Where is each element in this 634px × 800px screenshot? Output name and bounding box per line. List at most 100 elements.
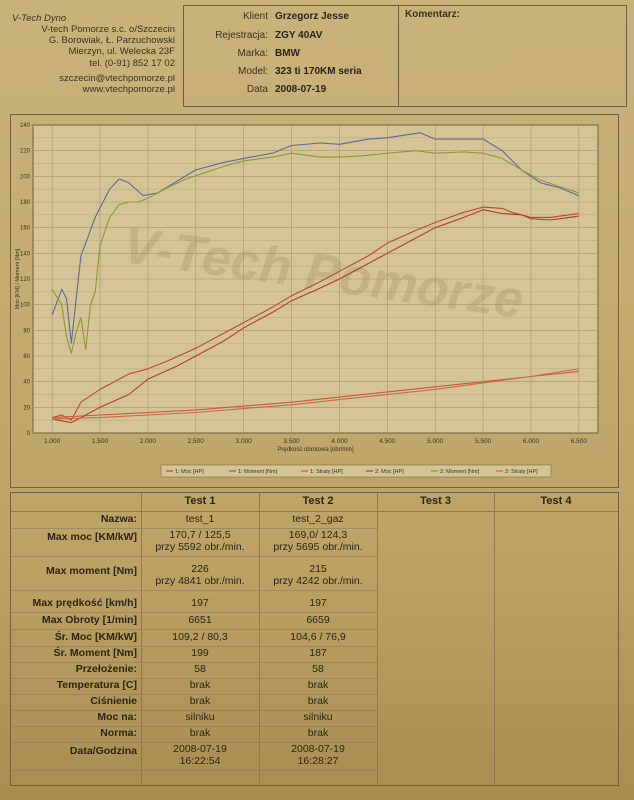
column-header-test-2: Test 2 bbox=[302, 495, 334, 507]
row-label: Ciśnienie bbox=[90, 695, 137, 707]
info-value: 323 ti 170KM seria bbox=[275, 66, 362, 77]
test2-value: brak bbox=[307, 679, 329, 691]
info-label: Marka: bbox=[237, 48, 268, 59]
vehicle-info-box: Klient Grzegorz Jesse Rejestracja: ZGY 4… bbox=[183, 5, 399, 107]
test1-value: 199 bbox=[191, 647, 209, 659]
x-axis-label: Prędkość obrotowa [obr/min] bbox=[277, 447, 354, 453]
test2-value: silniku bbox=[303, 711, 333, 723]
info-row-model: Model: 323 ti 170KM seria bbox=[184, 66, 398, 82]
test1-value: test_1 bbox=[185, 513, 215, 525]
y-tick-label: 20 bbox=[23, 405, 30, 411]
test2-value: 169,0/ 124,3 bbox=[288, 529, 348, 541]
row-divider bbox=[11, 629, 377, 630]
row-divider bbox=[11, 710, 377, 711]
company-line: Mierzyn, ul. Welecka 23F bbox=[68, 46, 175, 58]
info-value: Grzegorz Jesse bbox=[275, 11, 349, 22]
column-divider bbox=[494, 493, 495, 785]
x-tick-label: 1.000 bbox=[44, 438, 61, 445]
column-divider bbox=[259, 493, 260, 785]
legend-box bbox=[160, 464, 552, 478]
info-row-date: Data 2008-07-19 bbox=[184, 84, 398, 100]
y-tick-label: 120 bbox=[20, 277, 31, 283]
test2-value: 215 bbox=[309, 563, 327, 575]
x-tick-label: 4.000 bbox=[331, 438, 348, 445]
legend-entry: 2: Moment [Nm] bbox=[440, 469, 480, 475]
company-header: V-Tech Dyno V-tech Pomorze s.c. o/Szczec… bbox=[10, 13, 175, 95]
legend-entry: 1: Moc [HP] bbox=[175, 469, 204, 475]
x-tick-label: 2.000 bbox=[140, 438, 157, 445]
row-label: Max moc [KM/kW] bbox=[47, 531, 137, 543]
test2-value: 104,6 / 76,9 bbox=[290, 631, 346, 643]
info-value: BMW bbox=[275, 48, 300, 59]
company-line: G. Borowiak, Ł. Parzuchowski bbox=[48, 35, 175, 47]
y-tick-label: 0 bbox=[27, 431, 31, 437]
test2-value: test_2_gaz bbox=[292, 513, 344, 525]
test1-value: przy 4841 obr./min. bbox=[155, 575, 245, 587]
company-email: szczecin@vtechpomorze.pl bbox=[59, 72, 175, 84]
comment-box: Komentarz: bbox=[398, 5, 627, 107]
row-label: Max Obroty [1/min] bbox=[41, 614, 137, 626]
row-divider bbox=[11, 726, 377, 727]
series-line-6 bbox=[52, 368, 579, 420]
test1-value: 16:22:54 bbox=[179, 755, 221, 767]
test2-value: brak bbox=[307, 695, 329, 707]
column-header-test-4: Test 4 bbox=[540, 495, 572, 507]
legend-entry: 1: Straty [HP] bbox=[310, 469, 343, 475]
row-divider bbox=[11, 528, 377, 529]
row-divider bbox=[11, 662, 377, 663]
test1-value: 170,7 / 125,5 bbox=[169, 529, 231, 541]
company-line: V-tech Pomorze s.c. o/Szczecin bbox=[41, 24, 175, 35]
row-label: Śr. Moc [KM/kW] bbox=[54, 631, 137, 643]
y-tick-label: 40 bbox=[23, 380, 30, 386]
test1-value: 2008-07-19 bbox=[173, 743, 227, 755]
series-line-5 bbox=[51, 150, 579, 354]
info-value: 2008-07-19 bbox=[275, 84, 327, 95]
series-line-2 bbox=[51, 132, 580, 344]
row-label: Przełożenie: bbox=[75, 663, 137, 675]
info-label: Model: bbox=[237, 66, 268, 77]
y-tick-label: 180 bbox=[20, 200, 31, 206]
row-divider bbox=[11, 556, 377, 557]
test2-value: 58 bbox=[312, 663, 324, 675]
row-divider bbox=[11, 612, 377, 613]
company-brand: V-Tech Dyno bbox=[12, 13, 67, 24]
y-tick-label: 220 bbox=[20, 149, 31, 155]
row-divider bbox=[11, 646, 377, 647]
info-row-registration: Rejestracja: ZGY 40AV bbox=[184, 30, 398, 46]
test1-value: 58 bbox=[194, 663, 206, 675]
row-divider bbox=[11, 742, 377, 743]
x-tick-label: 1.500 bbox=[92, 438, 109, 445]
column-divider bbox=[377, 493, 378, 785]
y-tick-label: 80 bbox=[23, 328, 30, 334]
test1-value: 197 bbox=[191, 597, 209, 609]
row-divider bbox=[11, 590, 377, 591]
y-axis-label: Moc [KM] / Moment [Nm] bbox=[15, 248, 21, 309]
test2-value: brak bbox=[307, 727, 329, 739]
test1-value: 226 bbox=[191, 563, 209, 575]
row-label: Norma: bbox=[100, 727, 137, 739]
row-label: Max prędkość [km/h] bbox=[32, 597, 137, 609]
y-tick-label: 100 bbox=[20, 303, 31, 309]
comment-label: Komentarz: bbox=[405, 9, 461, 20]
row-label: Max moment [Nm] bbox=[45, 565, 137, 577]
test2-value: 16:28:27 bbox=[297, 755, 339, 767]
test1-value: 6651 bbox=[188, 614, 212, 626]
results-table: Test 1 Test 2 Test 3 Test 4 Nazwa: test_1 test… bbox=[10, 492, 619, 786]
row-label: Temperatura [C] bbox=[56, 679, 137, 691]
x-tick-label: 3.000 bbox=[236, 438, 253, 445]
series-line-1 bbox=[52, 206, 579, 421]
company-phone: tel. (0-91) 852 17 02 bbox=[89, 57, 175, 69]
x-tick-label: 6.000 bbox=[523, 438, 540, 445]
test1-value: silniku bbox=[185, 711, 215, 723]
info-value: ZGY 40AV bbox=[275, 30, 323, 41]
x-tick-label: 5.000 bbox=[427, 438, 444, 445]
test2-value: 2008-07-19 bbox=[291, 743, 345, 755]
column-divider bbox=[141, 493, 142, 785]
info-row-client: Klient Grzegorz Jesse bbox=[184, 11, 398, 27]
test1-value: brak bbox=[189, 727, 211, 739]
test2-value: 6659 bbox=[306, 614, 330, 626]
info-label: Rejestracja: bbox=[215, 30, 268, 41]
y-tick-label: 140 bbox=[20, 251, 31, 257]
